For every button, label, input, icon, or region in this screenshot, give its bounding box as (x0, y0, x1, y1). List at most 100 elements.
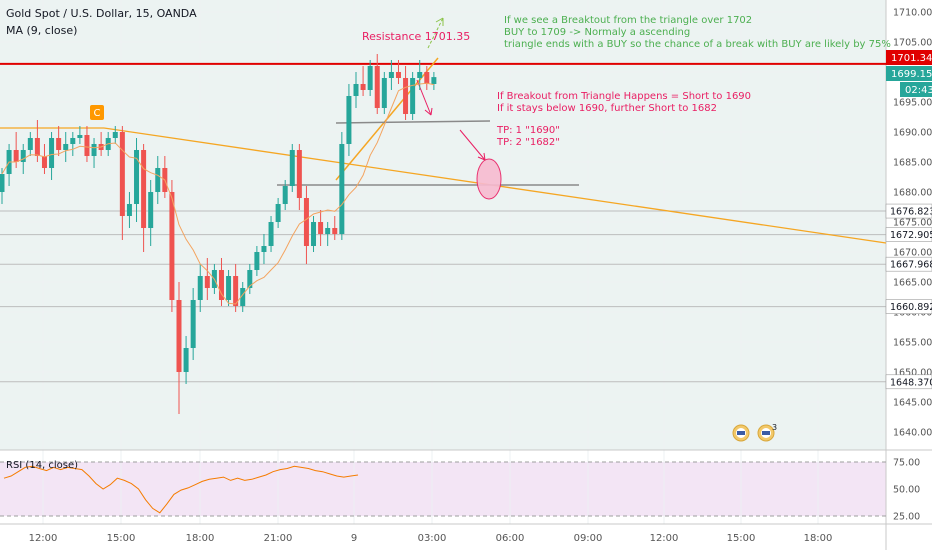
candle-body (395, 72, 401, 78)
rsi-guides (0, 461, 886, 517)
candle (169, 180, 175, 312)
rsi-band (0, 462, 886, 516)
level-price-tag-bg (885, 203, 932, 219)
candle (275, 198, 281, 228)
resistance-label[interactable]: Resistance 1701.35 (362, 30, 470, 43)
candle (311, 216, 317, 252)
candle (388, 60, 394, 90)
candle (395, 60, 401, 84)
candle-body (70, 138, 76, 144)
level-price-tag-text: 1648.370 (890, 377, 932, 388)
candle (431, 72, 437, 90)
target-1690-line[interactable] (335, 120, 491, 124)
tp-line-1[interactable]: TP: 1 "1690" (496, 125, 560, 136)
green-note-line-3[interactable]: triangle ends with a BUY so the chance o… (504, 39, 891, 50)
candle (268, 216, 274, 252)
candle-body (325, 228, 331, 234)
candle-body (49, 138, 55, 168)
candle-body (403, 78, 409, 114)
candle (112, 126, 118, 144)
candle-body (424, 72, 430, 84)
time-tick-label: 12:00 (650, 533, 679, 544)
candle-body (275, 204, 281, 222)
candle (296, 144, 302, 210)
price-levels (0, 210, 886, 383)
candle (346, 84, 352, 156)
level-price-tag-bg (885, 256, 932, 272)
candle-body (141, 150, 147, 228)
candle-body (353, 84, 359, 96)
economic-event-icon[interactable] (732, 424, 750, 442)
tp-line-2[interactable]: TP: 2 "1682" (496, 137, 560, 148)
level-price-tag-bg (885, 227, 932, 242)
c-marker-badge (90, 105, 104, 120)
rsi-tick-label: 25.00 (893, 512, 920, 523)
candles (0, 54, 437, 414)
price-tick-label: 1680.000 (893, 188, 932, 199)
red-note-line-2[interactable]: If it stays below 1690, further Short to… (497, 103, 717, 114)
candle (417, 60, 423, 90)
candle-body (282, 186, 288, 204)
resistance-price-tag: 1701.345 (886, 50, 932, 65)
green-note-line-2[interactable]: BUY to 1709 -> Normaly a ascending (504, 27, 690, 38)
price-tick-label: 1710.000 (893, 8, 932, 19)
candle-body (134, 150, 140, 204)
candle (240, 282, 246, 312)
candle-body (296, 150, 302, 198)
candle-body (91, 144, 97, 156)
candle-body (417, 72, 423, 78)
candle (155, 156, 161, 204)
grid (0, 0, 886, 524)
red-arrow-shaft[interactable] (459, 129, 486, 161)
red-note-line-1[interactable]: If Breakout from Triangle Happens = Shor… (497, 91, 751, 102)
candle-body (240, 288, 246, 306)
candle (424, 66, 430, 90)
rsi-axis[interactable]: 25.00 50.00 75.00 (893, 458, 920, 523)
ma-legend[interactable]: MA (9, close) (6, 24, 77, 37)
candle-body (197, 276, 203, 300)
candle (190, 288, 196, 360)
rsi-legend[interactable]: RSI (14, close) (6, 460, 78, 471)
time-tick-label: 18:00 (804, 533, 833, 544)
candle-body (254, 252, 260, 270)
c-marker[interactable]: C (90, 105, 104, 120)
economic-events-group-icon[interactable]: 3 (757, 423, 777, 442)
candle (289, 144, 295, 192)
level-price-tag: 1672.905 (885, 227, 932, 242)
candle-body (204, 276, 210, 288)
triangle-shaded-zone (0, 0, 886, 450)
candle (148, 180, 154, 246)
time-tick-label: 9 (351, 533, 357, 544)
time-axis[interactable]: 12:00 15:00 18:00 21:00 9 03:00 06:00 09:00 12:0… (29, 533, 833, 544)
candle (183, 336, 189, 384)
green-note-line-1[interactable]: If we see a Breaktout from the triangle … (504, 15, 752, 26)
us-flag-icon (762, 431, 770, 435)
bar-countdown-text: 02:43 (905, 85, 932, 96)
price-tick-label: 1670.000 (893, 248, 932, 259)
candle-body (148, 192, 154, 228)
time-tick-label: 12:00 (29, 533, 58, 544)
level-price-tag: 1667.968 (885, 256, 932, 272)
candle-body (318, 222, 324, 234)
candle-body (84, 135, 90, 156)
green-arrow-shaft[interactable] (427, 17, 444, 49)
candle (339, 132, 345, 240)
level-price-tag-bg (885, 299, 932, 314)
time-tick-label: 18:00 (186, 533, 215, 544)
candle (218, 258, 224, 306)
target-ellipse[interactable] (476, 158, 502, 200)
level-price-tag: 1660.892 (885, 299, 932, 314)
time-tick-label: 15:00 (727, 533, 756, 544)
candle (367, 60, 373, 96)
time-tick-label: 03:00 (418, 533, 447, 544)
candle-body (374, 66, 380, 108)
candle-body (332, 228, 338, 234)
candle-body (126, 204, 132, 216)
candle-body (226, 276, 232, 300)
candle (141, 144, 147, 252)
red-arrow-head-icon (424, 107, 433, 116)
candle-body (247, 270, 253, 288)
candle-body (261, 246, 267, 252)
